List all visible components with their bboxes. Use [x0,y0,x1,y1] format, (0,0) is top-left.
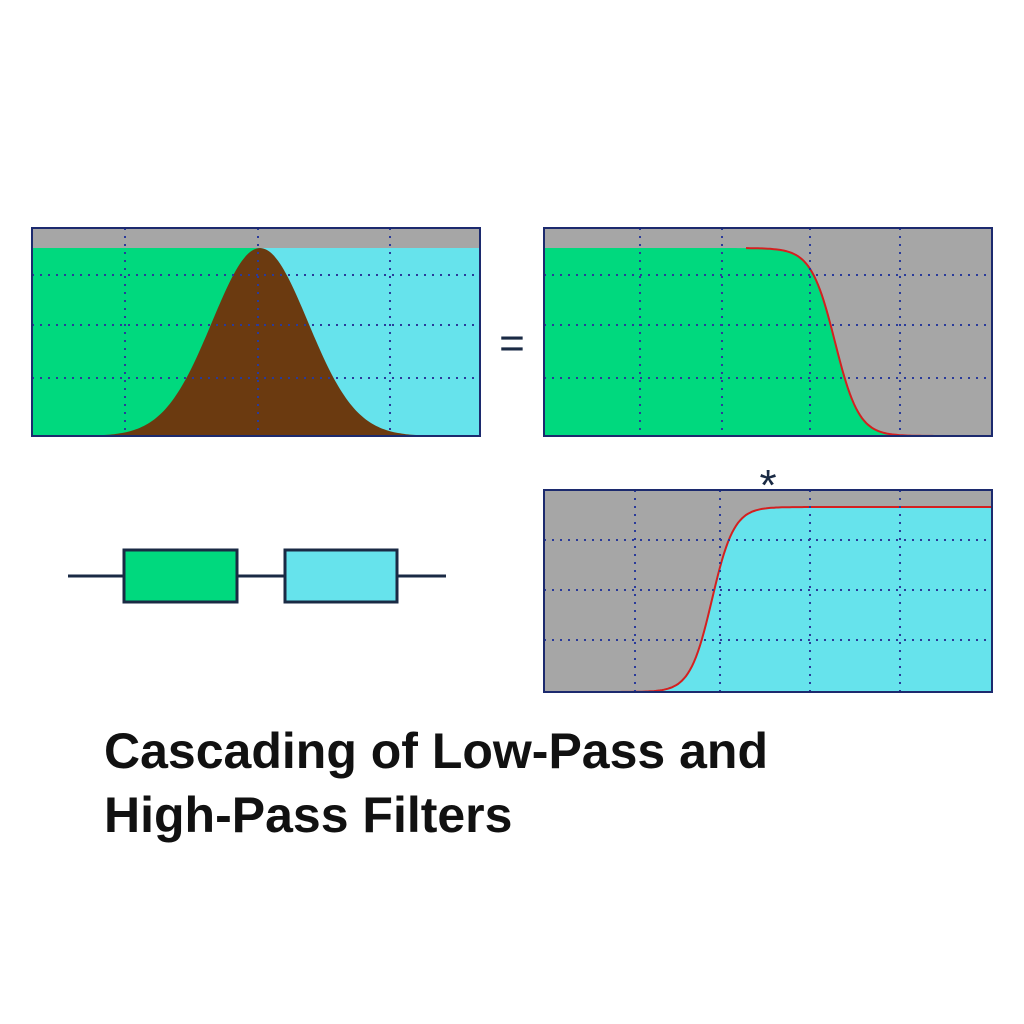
frame [543,489,993,693]
grid [544,228,992,436]
high-pass-curve [606,506,992,693]
title-line: Cascading of Low-Pass and [104,723,768,779]
equals-sign: = [499,319,525,368]
high-pass-area [544,507,992,692]
high-pass-panel [543,489,993,693]
title-line: High-Pass Filters [104,787,512,843]
combined-panel [31,227,481,437]
low-pass-panel [543,227,993,437]
band-pass-curve [32,248,480,436]
low-pass-block [122,548,239,604]
filter-cascade [68,548,446,604]
low-pass-area [544,248,992,436]
grid [544,490,992,692]
high-pass-block [283,548,399,604]
frame [31,227,481,437]
frame [543,227,993,437]
grid [32,228,480,436]
